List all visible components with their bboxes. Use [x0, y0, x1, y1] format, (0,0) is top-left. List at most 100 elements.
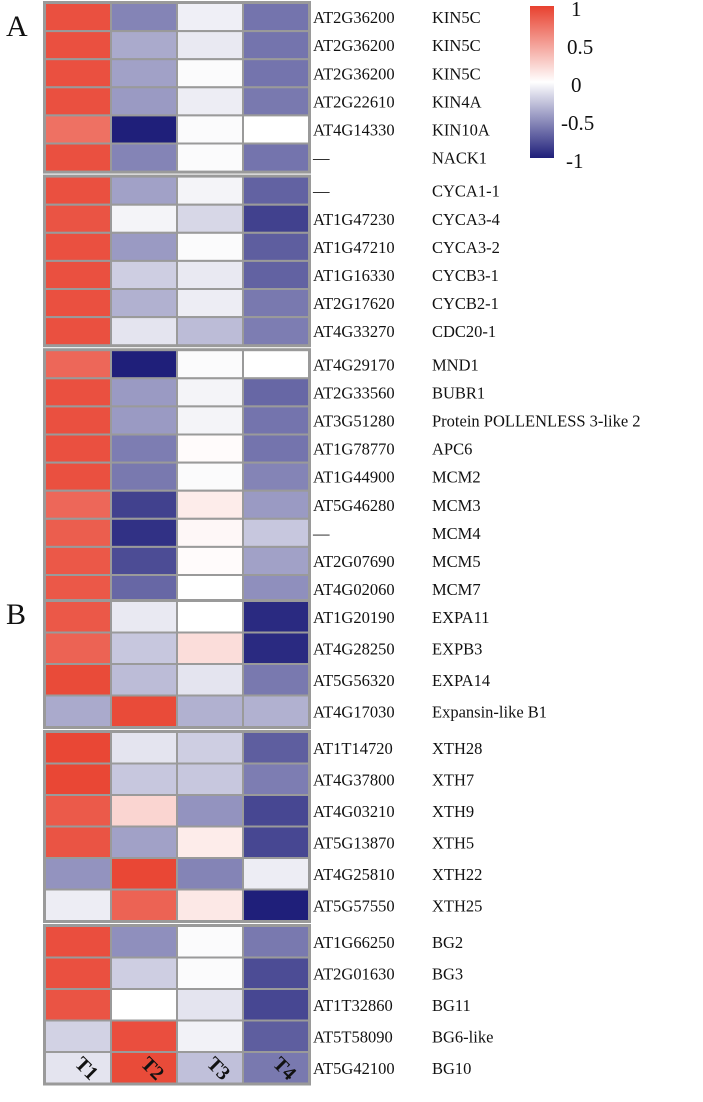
gene-id-label: AT1G66250 — [313, 933, 395, 952]
gene-id-label: AT1T32860 — [313, 996, 393, 1015]
gene-id-label: AT2G17620 — [313, 294, 395, 313]
heatmap-cell — [176, 114, 244, 145]
heatmap-row: AT5G46280 MCM3 — [44, 489, 481, 520]
heatmap-cell — [176, 694, 244, 728]
group-border — [43, 924, 311, 1086]
gene-name-label: CYCB2-1 — [432, 294, 499, 313]
heatmap-cell — [242, 433, 310, 464]
gene-id-label: AT2G07690 — [313, 552, 395, 571]
heatmap-cell — [176, 231, 244, 262]
heatmap-row: AT5T58090 BG6-like — [44, 1019, 493, 1053]
heatmap-cell — [44, 231, 112, 262]
heatmap-cell — [110, 86, 178, 117]
heatmap-cell — [110, 731, 178, 765]
gene-name-label: XTH25 — [432, 896, 482, 915]
heatmap-cell — [242, 517, 310, 548]
heatmap-cell — [242, 694, 310, 728]
heatmap-cell — [44, 857, 112, 891]
heatmap-row: AT1G44900 MCM2 — [44, 461, 481, 492]
gene-name-label: MCM7 — [432, 580, 481, 599]
gene-name-label: EXPA11 — [432, 608, 489, 627]
heatmap-row: AT4G28250 EXPB3 — [44, 631, 482, 665]
heatmap-cell — [242, 545, 310, 577]
heatmap-cell — [242, 2, 310, 33]
gene-id-label: AT4G37800 — [313, 770, 395, 789]
colorbar-tick-label: 1 — [571, 0, 582, 21]
heatmap-panel-A: A AT2G36200 KIN5C AT2G36200 KIN5C AT2G36200 KI… — [6, 1, 641, 606]
heatmap-row: AT1G20190 EXPA11 — [44, 600, 489, 634]
heatmap-row: AT4G37800 XTH7 — [44, 762, 474, 796]
heatmap-cell — [110, 30, 178, 61]
gene-id-label: AT4G02060 — [313, 580, 395, 599]
heatmap-cell — [242, 349, 310, 380]
heatmap-cell — [242, 663, 310, 697]
panel-label: A — [6, 10, 28, 43]
heatmap-cell — [242, 58, 310, 89]
heatmap-row: AT4G25810 XTH22 — [44, 857, 482, 891]
gene-name-label: KIN10A — [432, 120, 490, 139]
heatmap-cell — [44, 316, 112, 347]
heatmap-cell — [110, 114, 178, 145]
heatmap-cell — [44, 377, 112, 408]
heatmap-cell — [242, 600, 310, 634]
gene-id-label: AT2G33560 — [313, 383, 395, 402]
heatmap-cell — [44, 288, 112, 319]
heatmap-cell — [110, 694, 178, 728]
heatmap-row: AT4G14330 KIN10A — [44, 114, 490, 145]
colorbar — [530, 6, 554, 158]
heatmap-cell — [176, 857, 244, 891]
heatmap-row: AT2G36200 KIN5C — [44, 30, 481, 61]
heatmap-row: AT2G22610 KIN4A — [44, 86, 482, 117]
gene-id-label: AT3G51280 — [313, 411, 395, 430]
heatmap-cell — [110, 288, 178, 319]
heatmap-cell — [242, 231, 310, 262]
colorbar-tick-label: 0 — [571, 73, 582, 97]
heatmap-row: AT4G29170 MND1 — [44, 349, 479, 380]
heatmap-cell — [176, 86, 244, 117]
heatmap-cell — [176, 30, 244, 61]
heatmap-cell — [44, 203, 112, 234]
gene-name-label: KIN5C — [432, 64, 481, 83]
heatmap-cell — [110, 259, 178, 290]
gene-name-label: NACK1 — [432, 149, 487, 168]
heatmap-cell — [44, 142, 112, 173]
group-border — [43, 1, 311, 174]
heatmap-cell — [176, 489, 244, 520]
gene-name-label: MCM2 — [432, 468, 481, 487]
gene-id-label: AT4G29170 — [313, 355, 395, 374]
heatmap-cell — [110, 574, 178, 605]
heatmap-cell — [44, 731, 112, 765]
gene-id-label: AT1G44900 — [313, 468, 395, 487]
heatmap-cell — [176, 988, 244, 1022]
heatmap-cell — [44, 461, 112, 492]
heatmap-row: AT1G66250 BG2 — [44, 925, 463, 959]
heatmap-cell — [242, 377, 310, 408]
heatmap-cell — [44, 762, 112, 796]
heatmap-cell — [242, 794, 310, 828]
heatmap-row: AT4G03210 XTH9 — [44, 794, 474, 828]
heatmap-cell — [242, 30, 310, 61]
heatmap-cell — [242, 288, 310, 319]
gene-name-label: CYCA1-1 — [432, 182, 500, 201]
gene-id-label: AT4G17030 — [313, 702, 395, 721]
gene-id-label: AT4G25810 — [313, 865, 395, 884]
gene-id-label: AT2G01630 — [313, 964, 395, 983]
heatmap-cell — [110, 888, 178, 922]
heatmap-row: AT1G47210 CYCA3-2 — [44, 231, 500, 262]
gene-id-label: AT1G47230 — [313, 210, 395, 229]
gene-name-label: XTH5 — [432, 833, 474, 852]
heatmap-cell — [44, 631, 112, 665]
heatmap-row: AT5G42100 BG10 — [44, 1051, 471, 1085]
heatmap-cell — [176, 888, 244, 922]
heatmap-cell — [110, 1019, 178, 1053]
heatmap-cell — [176, 545, 244, 577]
heatmap-row: AT5G56320 EXPA14 — [44, 663, 490, 697]
gene-name-label: MCM3 — [432, 496, 481, 515]
heatmap-cell — [176, 631, 244, 665]
heatmap-row: AT1G47230 CYCA3-4 — [44, 203, 500, 234]
heatmap-row: AT1G78770 APC6 — [44, 433, 472, 464]
heatmap-cell — [242, 203, 310, 234]
heatmap-row: AT5G13870 XTH5 — [44, 825, 474, 859]
gene-name-label: MCM5 — [432, 552, 481, 571]
